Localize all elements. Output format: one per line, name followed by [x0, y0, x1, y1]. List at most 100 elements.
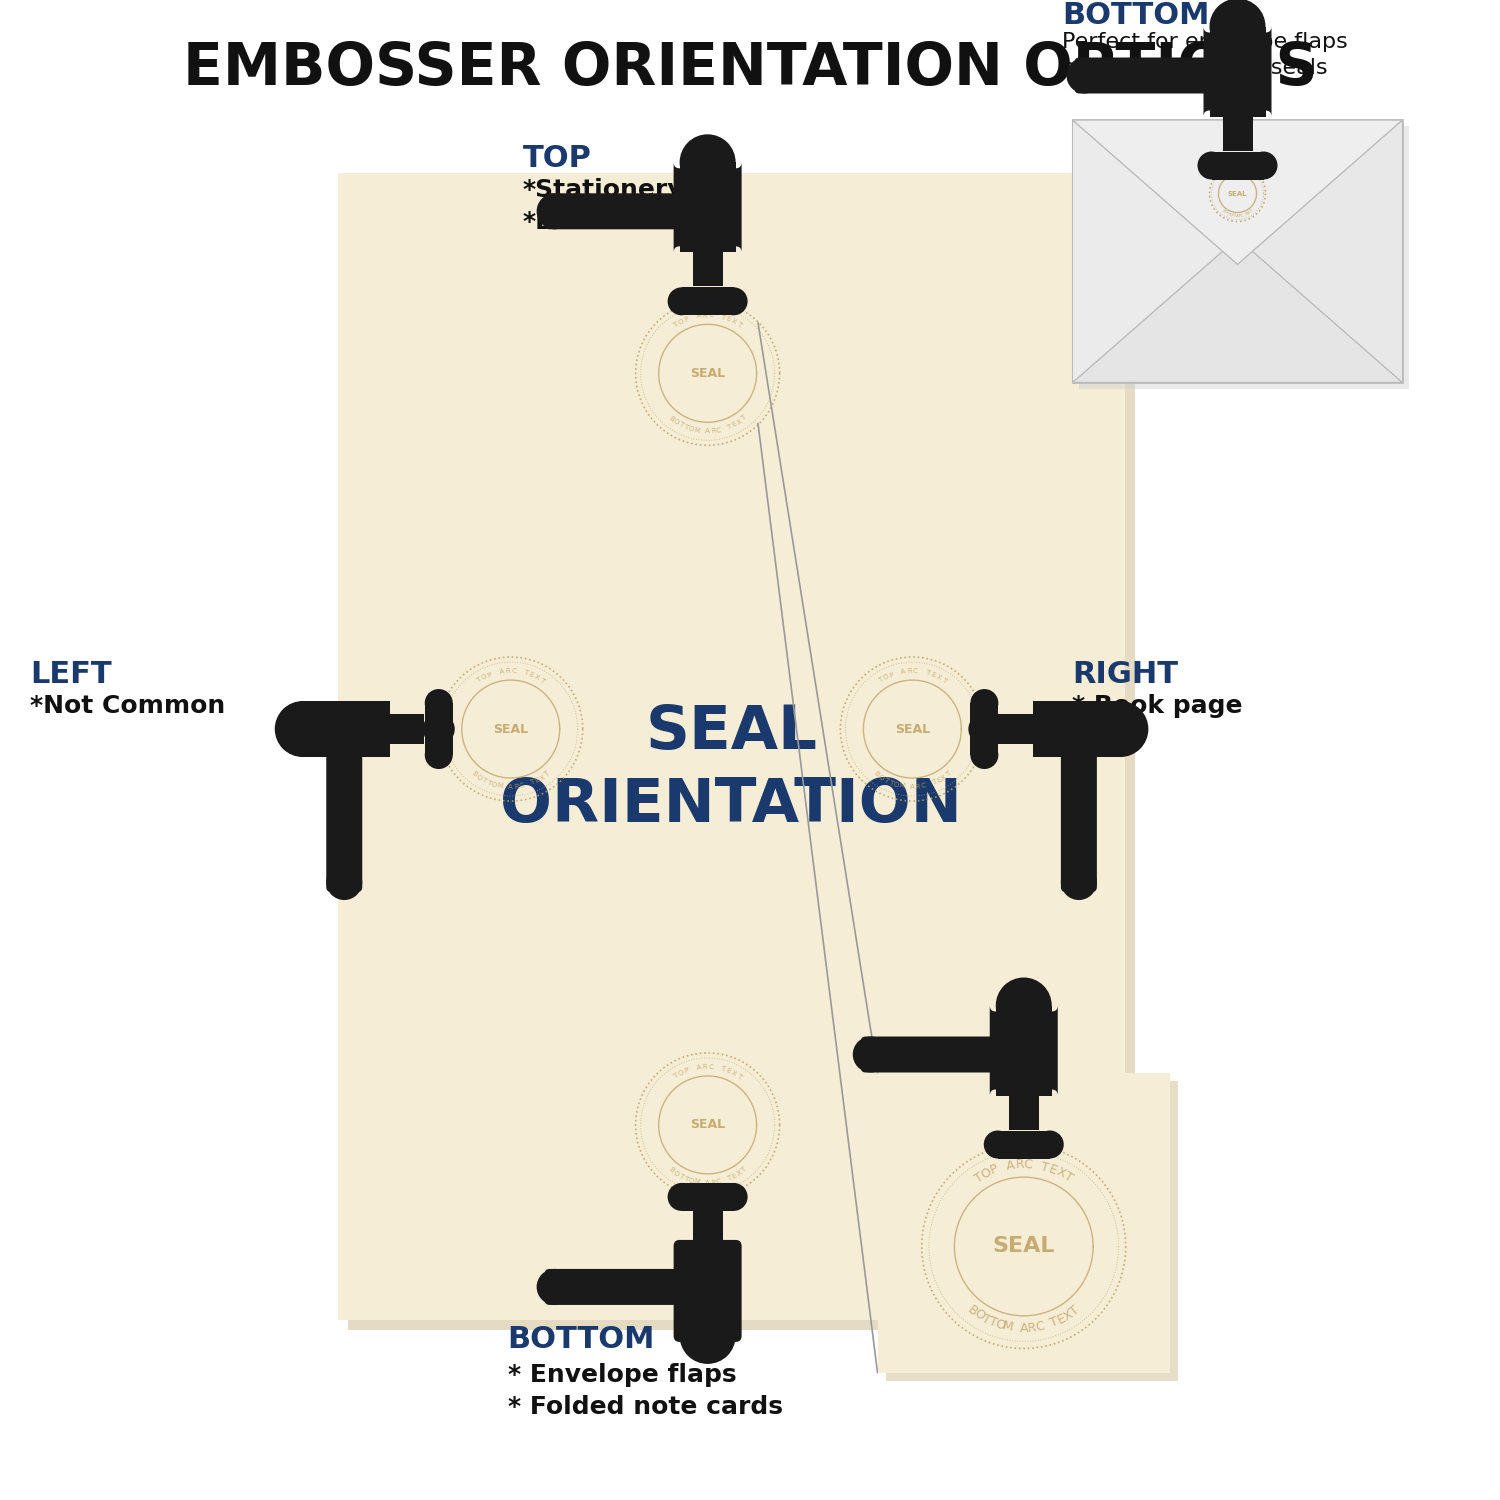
Text: R: R: [1238, 214, 1242, 217]
Text: P: P: [988, 1162, 1000, 1178]
Bar: [970, 704, 999, 754]
Text: C: C: [708, 1064, 712, 1070]
Circle shape: [423, 712, 454, 746]
Text: T: T: [672, 321, 680, 328]
Text: R: R: [506, 668, 510, 675]
Text: *Not Common: *Not Common: [30, 694, 225, 718]
Bar: [680, 162, 735, 252]
Text: B: B: [668, 414, 675, 423]
Text: R: R: [908, 668, 912, 675]
Text: * Book page: * Book page: [1072, 694, 1244, 718]
Text: X: X: [735, 1170, 742, 1178]
Text: E: E: [528, 672, 534, 678]
Text: X: X: [934, 674, 942, 681]
Text: O: O: [1222, 210, 1227, 214]
Text: C: C: [921, 783, 927, 789]
Text: T: T: [682, 423, 688, 430]
Text: *Stationery
*Letterhead: *Stationery *Letterhead: [522, 178, 692, 234]
Text: R: R: [702, 1064, 706, 1070]
Text: T: T: [1226, 211, 1228, 216]
Text: T: T: [1222, 172, 1227, 177]
Text: T: T: [1248, 172, 1252, 177]
Circle shape: [274, 700, 330, 758]
Text: X: X: [1054, 1166, 1068, 1180]
Text: R: R: [1234, 170, 1238, 172]
Text: R: R: [702, 312, 706, 318]
Circle shape: [970, 741, 999, 770]
Text: X: X: [1245, 171, 1250, 176]
Text: T: T: [735, 1072, 742, 1080]
Text: A: A: [696, 312, 702, 320]
Circle shape: [1209, 0, 1266, 54]
Circle shape: [1002, 1035, 1041, 1074]
Text: A: A: [696, 1065, 702, 1071]
Text: TOP: TOP: [522, 144, 591, 174]
Text: X: X: [735, 419, 742, 426]
Text: A: A: [910, 784, 915, 790]
Text: T: T: [524, 669, 528, 676]
Text: T: T: [682, 1174, 688, 1182]
Circle shape: [1092, 700, 1149, 758]
Text: X: X: [534, 674, 540, 681]
Circle shape: [969, 712, 1000, 746]
Circle shape: [1059, 714, 1100, 754]
Text: T: T: [1242, 170, 1245, 174]
Text: SEAL: SEAL: [690, 1119, 724, 1131]
Polygon shape: [1238, 120, 1403, 382]
Text: M: M: [693, 1179, 700, 1185]
Text: T: T: [543, 771, 550, 778]
Text: E: E: [1246, 211, 1250, 216]
Text: T: T: [1040, 1160, 1050, 1174]
Text: E: E: [1047, 1162, 1059, 1178]
Text: T: T: [741, 416, 747, 422]
Text: A: A: [1005, 1158, 1016, 1173]
FancyBboxPatch shape: [544, 194, 694, 230]
Text: T: T: [888, 778, 894, 786]
Bar: [424, 704, 453, 754]
Text: T: T: [720, 314, 726, 321]
Bar: [1008, 1089, 1038, 1130]
Bar: [681, 288, 734, 315]
FancyBboxPatch shape: [327, 742, 363, 892]
Circle shape: [1066, 57, 1102, 93]
FancyBboxPatch shape: [544, 1269, 694, 1305]
Text: E: E: [1244, 170, 1248, 176]
Text: X: X: [730, 1070, 738, 1077]
FancyBboxPatch shape: [1060, 742, 1096, 892]
Text: O: O: [993, 1317, 1006, 1334]
Text: T: T: [678, 422, 684, 429]
Text: O: O: [687, 424, 694, 432]
Text: O: O: [882, 674, 890, 681]
Bar: [1034, 700, 1124, 758]
Text: R: R: [711, 427, 716, 433]
Circle shape: [537, 194, 573, 230]
Text: * Envelope flaps
* Folded note cards: * Envelope flaps * Folded note cards: [507, 1364, 783, 1419]
Text: C: C: [716, 427, 722, 433]
Circle shape: [327, 864, 363, 900]
Bar: [998, 714, 1038, 744]
Text: P: P: [1227, 170, 1232, 176]
Bar: [681, 1184, 734, 1210]
Bar: [1209, 27, 1266, 117]
Text: E: E: [730, 422, 738, 429]
FancyBboxPatch shape: [1074, 57, 1224, 93]
Text: SEAL: SEAL: [896, 723, 930, 735]
Text: C: C: [716, 1179, 722, 1185]
Circle shape: [984, 1131, 1011, 1158]
Circle shape: [1215, 56, 1255, 96]
Bar: [300, 700, 390, 758]
Circle shape: [1060, 864, 1096, 900]
Text: T: T: [940, 676, 948, 684]
Text: O: O: [970, 1306, 987, 1323]
Text: O: O: [687, 1178, 694, 1184]
Text: T: T: [924, 669, 930, 676]
Text: T: T: [1227, 211, 1232, 216]
FancyBboxPatch shape: [674, 162, 741, 252]
Text: O: O: [678, 318, 686, 326]
Circle shape: [324, 714, 364, 754]
Text: C: C: [512, 668, 516, 675]
Text: E: E: [724, 315, 732, 322]
Bar: [998, 1131, 1050, 1158]
Text: O: O: [672, 1170, 680, 1178]
Polygon shape: [1072, 120, 1402, 264]
